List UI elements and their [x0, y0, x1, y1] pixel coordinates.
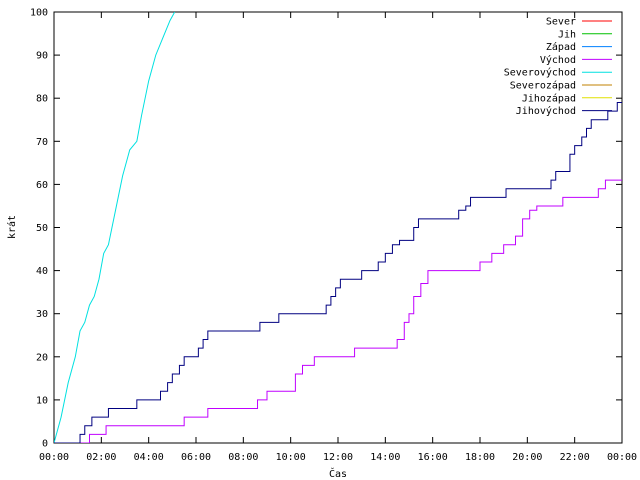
y-tick-label: 30 [36, 309, 48, 320]
legend-label: Severozápad [510, 80, 576, 92]
y-axis-label: krát [6, 215, 18, 239]
legend-label: Jihozápad [522, 92, 576, 104]
series-line-3 [54, 179, 622, 443]
x-tick-label: 00:00 [39, 452, 69, 463]
legend-label: Jihovýchod [516, 105, 576, 117]
y-tick-label: 100 [30, 8, 48, 19]
x-tick-label: 16:00 [418, 452, 448, 463]
legend-label: Západ [546, 41, 576, 53]
x-tick-label: 02:00 [86, 452, 116, 463]
y-tick-label: 70 [36, 137, 48, 148]
y-tick-label: 10 [36, 395, 48, 406]
x-tick-label: 12:00 [323, 452, 353, 463]
legend-label: Severovýchod [504, 67, 576, 79]
x-tick-label: 10:00 [276, 452, 306, 463]
x-axis-label: Čas [329, 467, 347, 480]
y-tick-label: 50 [36, 223, 48, 234]
legend-label: Jih [558, 29, 576, 40]
series-lines [54, 12, 622, 443]
series-line-7 [54, 102, 622, 443]
x-tick-label: 06:00 [181, 452, 211, 463]
x-tick-label: 08:00 [228, 452, 258, 463]
legend: SeverJihZápadVýchodSeverovýchodSeverozáp… [504, 17, 612, 117]
x-tick-label: 22:00 [560, 452, 590, 463]
y-tick-label: 90 [36, 51, 48, 62]
y-axis-ticks: 0 10 20 30 40 50 60 70 80 90 100 [30, 8, 622, 450]
y-tick-label: 60 [36, 180, 48, 191]
x-tick-label: 18:00 [465, 452, 495, 463]
y-tick-label: 40 [36, 266, 48, 277]
series-line-4 [54, 12, 176, 443]
legend-label: Východ [540, 54, 576, 66]
y-tick-label: 0 [42, 439, 48, 450]
x-tick-label: 14:00 [370, 452, 400, 463]
y-tick-label: 20 [36, 352, 48, 363]
x-tick-label: 00:00 [607, 452, 637, 463]
x-tick-label: 04:00 [134, 452, 164, 463]
x-tick-label: 20:00 [512, 452, 542, 463]
x-axis-ticks: 00:00 02:00 04:00 06:00 08:00 10:00 12:00 14:00… [39, 12, 637, 463]
y-tick-label: 80 [36, 94, 48, 105]
legend-label: Sever [546, 17, 576, 28]
